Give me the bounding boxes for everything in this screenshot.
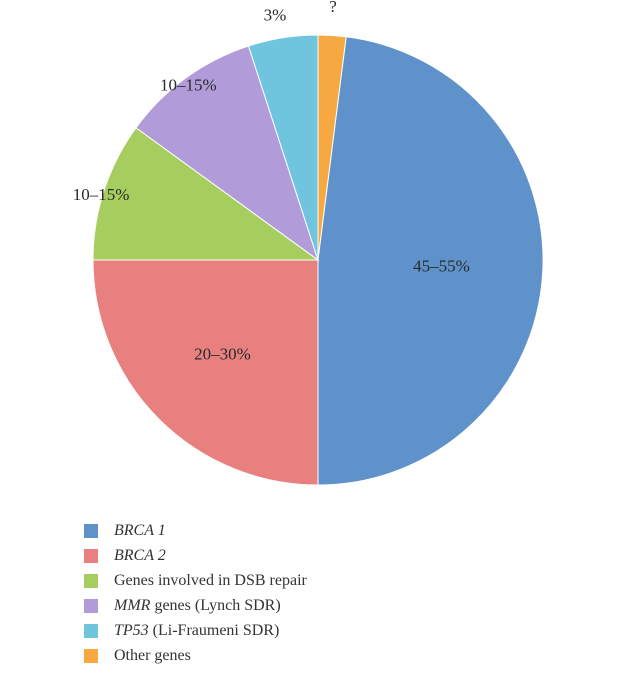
slice-label-tp53: 3% [264,6,287,25]
legend-label: MMR genes (Lynch SDR) [114,598,281,614]
legend-item: BRCA 1 [84,518,307,543]
slice-label-other: ? [329,0,337,16]
legend-item: Genes involved in DSB repair [84,568,307,593]
legend-swatch [84,549,98,563]
legend-label: TP53 (Li-Fraumeni SDR) [114,623,279,639]
legend-label: Other genes [114,648,191,664]
legend-swatch [84,524,98,538]
legend-label: BRCA 1 [114,523,166,539]
slice-label-mmr: 10–15% [160,75,217,94]
legend-swatch [84,624,98,638]
slice-label-dsb: 10–15% [73,185,130,204]
legend-label: Genes involved in DSB repair [114,573,307,589]
legend-swatch [84,649,98,663]
legend-item: Other genes [84,643,307,668]
legend-label: BRCA 2 [114,548,166,564]
legend: BRCA 1 BRCA 2 Genes involved in DSB repair… [84,518,307,668]
legend-swatch [84,599,98,613]
legend-item: BRCA 2 [84,543,307,568]
chart-container: ? 45–55% 20–30% 10–15% 10–15% 3% BRCA 1 BRCA 2… [0,0,620,680]
legend-item: TP53 (Li-Fraumeni SDR) [84,618,307,643]
legend-swatch [84,574,98,588]
legend-item: MMR genes (Lynch SDR) [84,593,307,618]
pie-slice-brca2 [93,260,318,485]
slice-label-brca2: 20–30% [194,344,251,363]
pie-chart: ? 45–55% 20–30% 10–15% 10–15% 3% [0,0,620,510]
slice-label-brca1: 45–55% [413,257,470,276]
pie-svg: ? 45–55% 20–30% 10–15% 10–15% 3% [0,0,620,510]
